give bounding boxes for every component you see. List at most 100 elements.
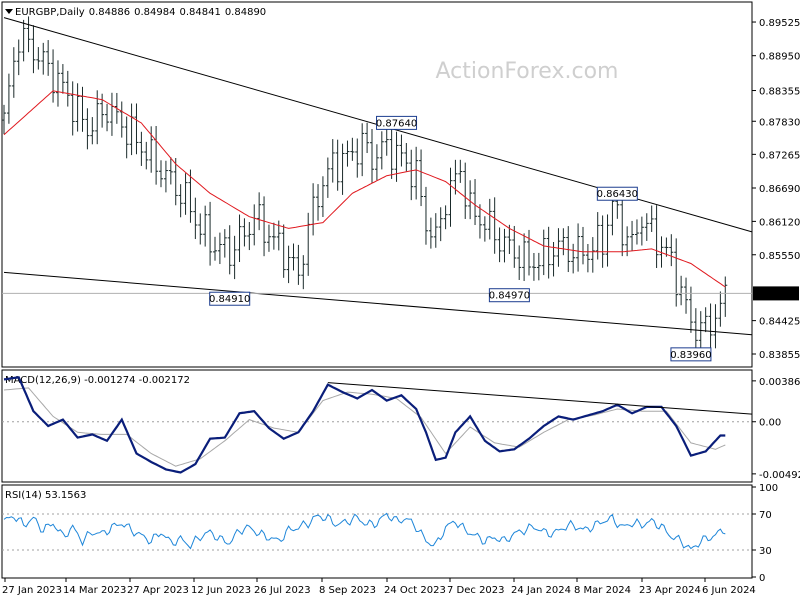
price-panel xyxy=(1,1,753,368)
ohlc-bar xyxy=(2,104,6,135)
annotation-box xyxy=(488,288,530,303)
ohlc-bar xyxy=(212,236,217,261)
ohlc-bar xyxy=(600,215,605,268)
ohlc-bar xyxy=(448,167,453,227)
ohlc-bar xyxy=(271,222,276,250)
ohlc-bar xyxy=(232,235,237,280)
ohlc-bar xyxy=(119,101,124,138)
ohlc-bar xyxy=(6,73,11,124)
ohlc-bar xyxy=(556,228,561,267)
ohlc-bar xyxy=(634,219,639,245)
ohlc-bar xyxy=(105,103,110,132)
ohlc-bar xyxy=(291,243,296,271)
ohlc-bar xyxy=(497,227,502,263)
ohlc-bar xyxy=(139,131,144,166)
ohlc-bar xyxy=(443,205,448,230)
ohlc-bar xyxy=(639,216,644,246)
ohlc-bar xyxy=(580,226,585,265)
ohlc-bar xyxy=(124,116,129,159)
y-tick-label: 0.00 xyxy=(759,418,781,429)
ohlc-bar xyxy=(399,134,404,167)
ohlc-bar xyxy=(296,244,301,285)
ohlc-bar xyxy=(65,70,70,107)
annotation-label: 0.84970 xyxy=(489,291,530,302)
ohlc-bar xyxy=(512,225,517,268)
ohlc-bar xyxy=(26,16,31,53)
ohlc-bar xyxy=(173,157,178,206)
macd-y-axis: 0.003863 0.00 -0.004926 xyxy=(752,377,800,481)
ohlc-bar xyxy=(482,216,487,242)
y-tick-label: -0.004926 xyxy=(759,470,800,481)
ohlc-bar xyxy=(168,157,173,185)
ohlc-bar xyxy=(718,291,723,327)
ohlc-bar xyxy=(605,214,610,267)
ohlc-bar xyxy=(384,129,389,156)
price-y-axis: 0.89525 0.88950 0.88355 0.87830 0.87265 0.866… xyxy=(752,18,800,361)
x-tick-label: 8 Sep 2023 xyxy=(319,585,376,596)
moving-average-line xyxy=(3,90,726,288)
ohlc-open: 0.84886 xyxy=(89,7,130,18)
annotation-label: 0.87640 xyxy=(376,118,417,129)
ohlc-bar xyxy=(468,180,473,220)
ohlc-bar xyxy=(198,213,203,245)
ohlc-bar xyxy=(51,49,56,103)
ohlc-bar xyxy=(477,204,482,239)
ohlc-bar xyxy=(345,140,350,167)
ohlc-bar xyxy=(389,126,394,179)
x-tick-label: 24 Oct 2023 xyxy=(384,585,446,596)
ohlc-bar xyxy=(330,139,335,183)
ohlc-bar xyxy=(281,224,286,278)
ohlc-bar xyxy=(365,122,370,154)
macd-title: MACD(12,26,9) -0.001274 -0.002172 xyxy=(5,375,190,386)
ohlc-bar xyxy=(541,229,546,276)
ohlc-bar xyxy=(654,205,659,268)
x-tick-label: 23 Apr 2024 xyxy=(639,585,701,596)
ohlc-bar xyxy=(237,214,242,263)
y-tick-label: 0.86690 xyxy=(759,184,800,195)
ohlc-bar xyxy=(669,234,674,267)
ohlc-bar xyxy=(183,173,188,215)
ohlc-bar xyxy=(723,276,728,317)
ohlc-bar xyxy=(409,149,414,201)
ohlc-bar xyxy=(134,103,139,155)
ohlc-bar xyxy=(16,39,21,76)
ohlc-bar xyxy=(335,139,340,191)
annotation-box xyxy=(376,115,418,130)
price-annotation: 0.83960 xyxy=(670,347,712,362)
ohlc-bar xyxy=(644,213,649,241)
rsi-title: RSI(14) 53.1563 xyxy=(5,490,86,501)
ohlc-low: 0.84841 xyxy=(179,7,220,18)
rsi-line xyxy=(3,512,726,550)
y-tick-label: 70 xyxy=(759,510,772,521)
ohlc-bar xyxy=(203,205,208,247)
ohlc-bar xyxy=(350,137,355,161)
ohlc-bars xyxy=(2,16,728,355)
annotation-box xyxy=(596,186,638,201)
x-tick-label: 8 Mar 2024 xyxy=(574,585,631,596)
ohlc-bar xyxy=(630,220,635,251)
price-annotation: 0.84970 xyxy=(488,288,530,303)
ohlc-bar xyxy=(257,192,262,231)
y-tick-label: 0 xyxy=(759,573,765,584)
ohlc-bar xyxy=(208,201,213,266)
ohlc-bar xyxy=(590,237,595,273)
ohlc-bar xyxy=(60,64,65,94)
ohlc-bar xyxy=(355,138,360,178)
ohlc-bar xyxy=(433,213,438,248)
ohlc-bar xyxy=(374,144,379,181)
x-tick-label: 27 Apr 2023 xyxy=(127,585,189,596)
ohlc-bar xyxy=(502,228,507,263)
rsi-y-axis: 100 70 30 0 xyxy=(752,483,778,584)
annotation-box xyxy=(670,347,712,362)
ohlc-bar xyxy=(561,228,566,256)
ohlc-bar xyxy=(178,184,183,218)
y-tick-label: 0.86120 xyxy=(759,217,800,228)
ohlc-bar xyxy=(242,218,247,247)
ohlc-bar xyxy=(571,243,576,274)
collapse-triangle-icon[interactable] xyxy=(5,9,13,14)
ohlc-bar xyxy=(679,275,684,306)
timeframe-label: Daily xyxy=(59,7,84,18)
ohlc-bar xyxy=(487,198,492,240)
ohlc-bar xyxy=(90,117,95,145)
ohlc-bar xyxy=(585,243,590,273)
